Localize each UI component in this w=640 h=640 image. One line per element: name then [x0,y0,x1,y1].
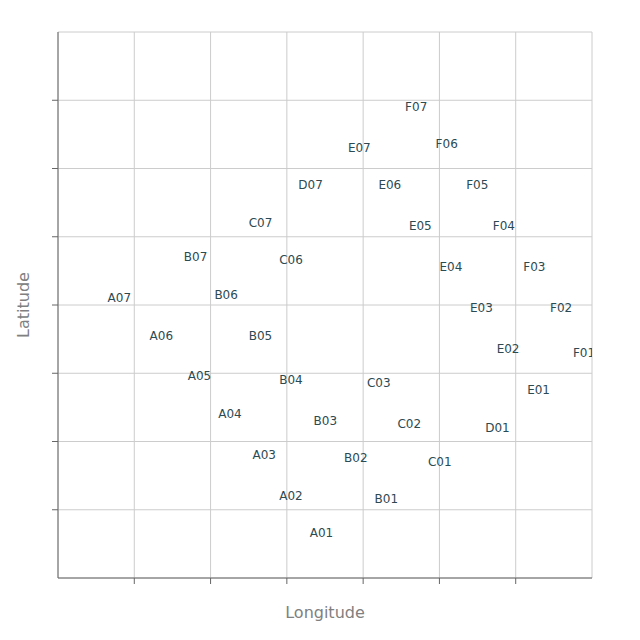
svg-text:F07: F07 [405,100,427,114]
svg-text:E05: E05 [409,219,432,233]
svg-text:C01: C01 [428,455,452,469]
svg-text:F05: F05 [466,178,488,192]
svg-text:E03: E03 [470,301,493,315]
svg-text:D07: D07 [298,178,323,192]
svg-text:E02: E02 [497,342,520,356]
svg-text:E07: E07 [348,141,371,155]
svg-text:B05: B05 [249,329,273,343]
svg-text:C03: C03 [367,376,391,390]
svg-text:C02: C02 [397,417,421,431]
svg-text:F02: F02 [550,301,572,315]
svg-text:A04: A04 [218,407,241,421]
svg-text:B04: B04 [279,373,303,387]
svg-text:A05: A05 [188,369,211,383]
svg-text:F03: F03 [523,260,545,274]
svg-text:B02: B02 [344,451,368,465]
svg-text:A03: A03 [253,448,276,462]
svg-text:D01: D01 [485,421,510,435]
svg-text:F01: F01 [573,346,592,360]
svg-text:C06: C06 [279,253,303,267]
svg-text:F06: F06 [436,137,458,151]
svg-text:B07: B07 [184,250,208,264]
svg-text:C07: C07 [249,216,273,230]
svg-text:E01: E01 [527,383,550,397]
svg-text:B03: B03 [314,414,338,428]
svg-text:A02: A02 [279,489,302,503]
svg-text:E06: E06 [378,178,401,192]
svg-text:Longitude: Longitude [285,603,365,622]
svg-text:B01: B01 [375,492,399,506]
svg-text:B06: B06 [214,288,238,302]
svg-text:E04: E04 [439,260,462,274]
svg-text:F04: F04 [493,219,515,233]
svg-text:Latitude: Latitude [14,272,33,338]
svg-text:A06: A06 [150,329,173,343]
svg-text:A07: A07 [108,291,131,305]
svg-text:A01: A01 [310,526,333,540]
